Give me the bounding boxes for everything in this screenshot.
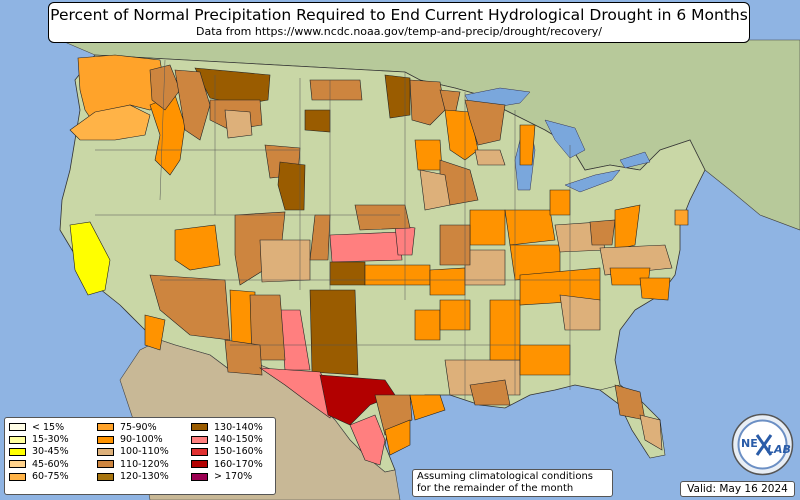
- legend-item: 15-30%: [9, 433, 69, 445]
- legend-swatch: [9, 460, 26, 469]
- legend-item: 110-120%: [97, 458, 169, 470]
- legend-item: 120-130%: [97, 471, 169, 483]
- legend-label: 110-120%: [120, 458, 169, 470]
- legend-label: 60-75%: [32, 471, 69, 483]
- legend-swatch: [191, 423, 208, 432]
- note-line-1: Assuming climatological conditions: [417, 471, 593, 482]
- state-boundaries: [95, 59, 600, 400]
- legend-swatch: [97, 423, 114, 432]
- assumption-note: Assuming climatological conditions for t…: [412, 469, 613, 497]
- legend-label: 160-170%: [214, 458, 263, 470]
- legend-swatch: [97, 472, 114, 481]
- legend-swatch: [9, 423, 26, 432]
- legend-label: 130-140%: [214, 421, 263, 433]
- legend-column-3: 130-140% 140-150% 150-160% 160-170% > 17…: [191, 421, 263, 483]
- nexlab-logo: NE LAB: [731, 413, 794, 476]
- legend-item: > 170%: [191, 471, 263, 483]
- legend-item: 150-160%: [191, 446, 263, 458]
- legend-label: 30-45%: [32, 446, 69, 458]
- note-line-2: for the remainder of the month: [417, 483, 574, 494]
- legend-item: 90-100%: [97, 433, 169, 445]
- legend-label: 45-60%: [32, 458, 69, 470]
- legend: < 15% 15-30% 30-45% 45-60% 60-75% 75-90%…: [4, 417, 276, 495]
- legend-swatch: [9, 447, 26, 456]
- legend-swatch: [9, 435, 26, 444]
- legend-label: 100-110%: [120, 446, 169, 458]
- legend-swatch: [191, 447, 208, 456]
- logo-ne: NE: [741, 437, 758, 450]
- legend-swatch: [97, 447, 114, 456]
- legend-item: 140-150%: [191, 433, 263, 445]
- drought-regions: [69, 54, 689, 466]
- legend-column-2: 75-90% 90-100% 100-110% 110-120% 120-130…: [97, 421, 169, 483]
- legend-swatch: [97, 460, 114, 469]
- legend-item: < 15%: [9, 421, 69, 433]
- map-title: Percent of Normal Precipitation Required…: [50, 6, 748, 24]
- legend-label: 15-30%: [32, 434, 69, 446]
- legend-item: 160-170%: [191, 458, 263, 470]
- legend-swatch: [191, 472, 208, 481]
- legend-swatch: [97, 435, 114, 444]
- legend-item: 30-45%: [9, 446, 69, 458]
- logo-lab: LAB: [767, 443, 791, 456]
- legend-label: 120-130%: [120, 471, 169, 483]
- legend-swatch: [191, 435, 208, 444]
- legend-swatch: [9, 472, 26, 481]
- legend-item: 45-60%: [9, 458, 69, 470]
- legend-label: 150-160%: [214, 446, 263, 458]
- legend-column-1: < 15% 15-30% 30-45% 45-60% 60-75%: [9, 421, 69, 483]
- legend-label: 75-90%: [120, 421, 157, 433]
- map-subtitle: Data from https://www.ncdc.noaa.gov/temp…: [196, 25, 602, 38]
- legend-label: 140-150%: [214, 434, 263, 446]
- legend-label: < 15%: [32, 421, 65, 433]
- legend-item: 75-90%: [97, 421, 169, 433]
- legend-label: 90-100%: [120, 434, 163, 446]
- legend-item: 100-110%: [97, 446, 169, 458]
- legend-swatch: [191, 460, 208, 469]
- valid-date-label: Valid: May 16 2024: [680, 481, 795, 497]
- title-box: Percent of Normal Precipitation Required…: [48, 2, 750, 43]
- legend-item: 60-75%: [9, 471, 69, 483]
- legend-label: > 170%: [214, 471, 253, 483]
- legend-item: 130-140%: [191, 421, 263, 433]
